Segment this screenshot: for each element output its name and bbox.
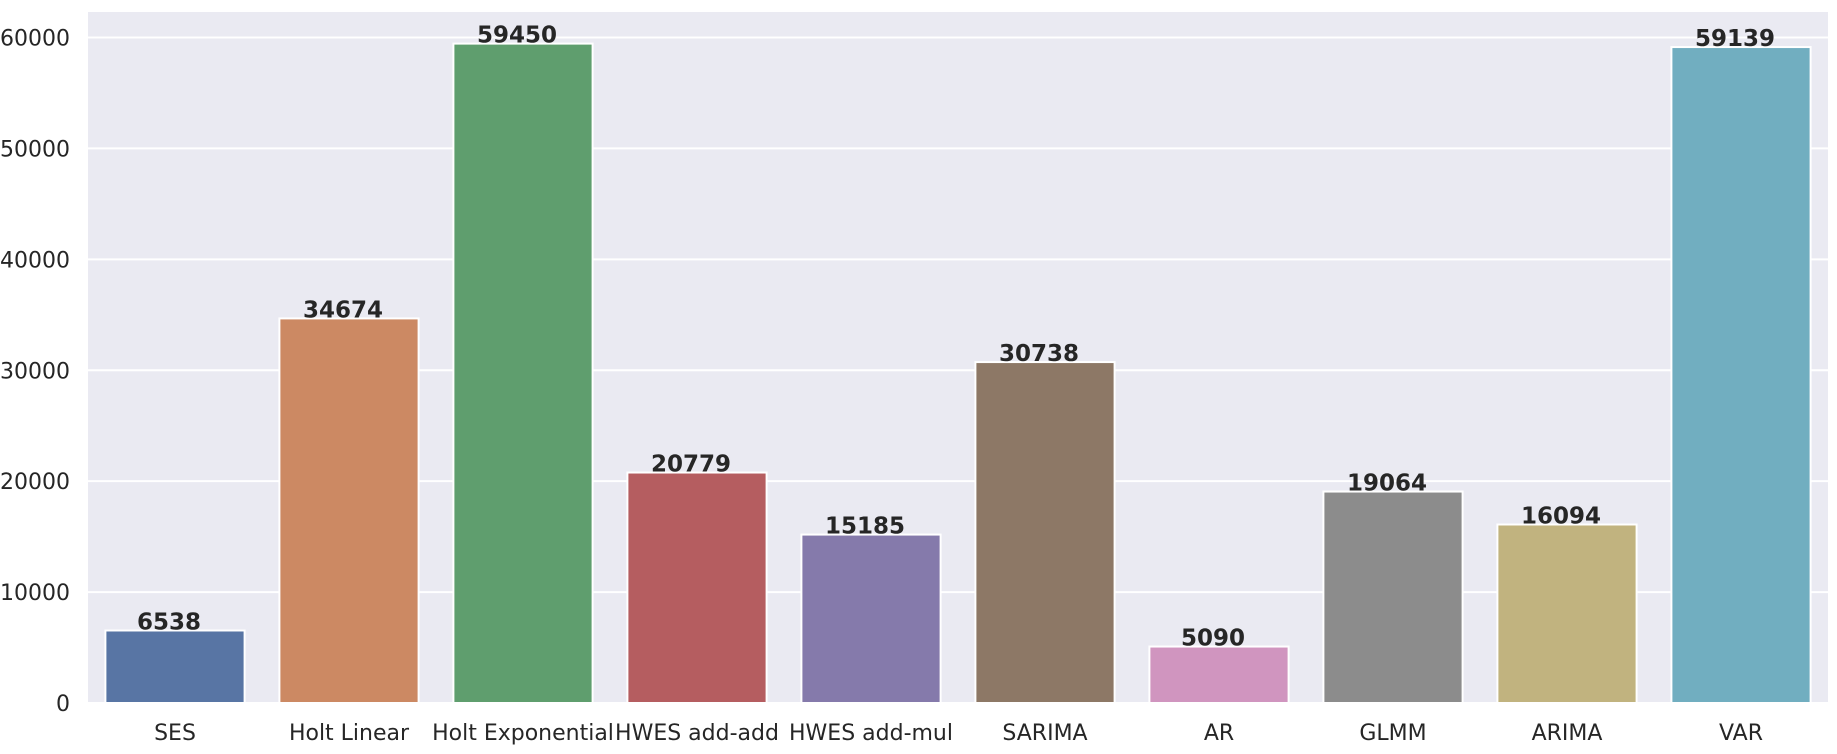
bar xyxy=(278,317,420,704)
y-tick-label: 0 xyxy=(56,692,70,717)
bar-value-label: 16094 xyxy=(1521,503,1601,529)
bar xyxy=(1148,645,1290,705)
y-tick-label: 10000 xyxy=(0,581,70,606)
bar-value-label: 20779 xyxy=(651,452,731,478)
x-tick-label: GLMM xyxy=(1359,721,1426,746)
y-tick-label: 40000 xyxy=(0,248,70,273)
x-tick-label: HWES add-mul xyxy=(789,721,953,746)
bar-value-label: 30738 xyxy=(999,341,1079,367)
bar-value-label: 19064 xyxy=(1347,471,1427,497)
bar-value-label: 6538 xyxy=(137,609,201,635)
x-tick-label: SES xyxy=(154,721,196,746)
x-tick-label: VAR xyxy=(1719,721,1763,746)
bar-value-label: 15185 xyxy=(825,514,905,540)
y-tick-label: 20000 xyxy=(0,470,70,495)
bar xyxy=(626,471,768,704)
bar xyxy=(452,42,594,704)
bar-value-label: 59139 xyxy=(1695,26,1775,52)
bar xyxy=(1322,490,1464,704)
y-tick-label: 50000 xyxy=(0,137,70,162)
x-tick-label: HWES add-add xyxy=(615,721,779,746)
y-tick-label: 60000 xyxy=(0,27,70,52)
y-tick-label: 30000 xyxy=(0,359,70,384)
bar-value-label: 59450 xyxy=(477,23,557,49)
bar xyxy=(104,629,246,705)
x-tick-label: Holt Linear xyxy=(289,721,410,746)
bar xyxy=(974,361,1116,704)
bar xyxy=(1670,46,1812,705)
x-tick-label: SARIMA xyxy=(1002,721,1087,746)
bar-value-label: 34674 xyxy=(303,297,383,323)
bar-value-label: 5090 xyxy=(1181,626,1245,652)
x-tick-label: Holt Exponential xyxy=(432,721,614,746)
bar xyxy=(1496,523,1638,705)
x-tick-label: AR xyxy=(1204,721,1234,746)
bar xyxy=(800,533,942,704)
x-tick-label: ARIMA xyxy=(1532,721,1603,746)
